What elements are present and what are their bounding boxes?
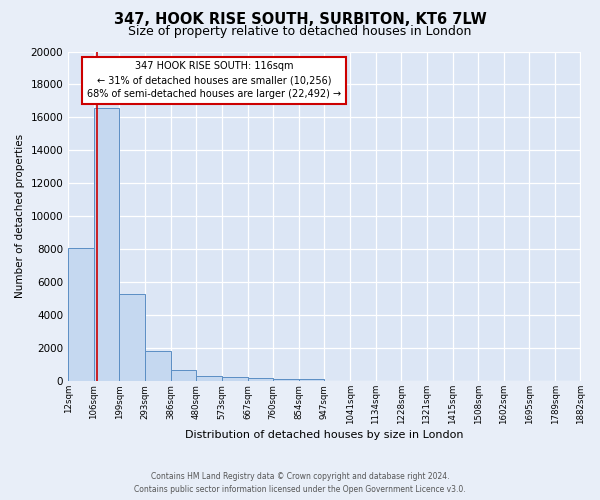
Bar [145,351,170,382]
Text: Contains HM Land Registry data © Crown copyright and database right 2024.
Contai: Contains HM Land Registry data © Crown c… [134,472,466,494]
Bar [222,378,248,382]
Text: 347 HOOK RISE SOUTH: 116sqm
← 31% of detached houses are smaller (10,256)
68% of: 347 HOOK RISE SOUTH: 116sqm ← 31% of det… [87,62,341,100]
Bar [94,108,119,382]
X-axis label: Distribution of detached houses by size in London: Distribution of detached houses by size … [185,430,464,440]
Bar [196,376,222,382]
Bar [299,379,325,382]
Bar [273,378,299,382]
Y-axis label: Number of detached properties: Number of detached properties [15,134,25,298]
Text: Size of property relative to detached houses in London: Size of property relative to detached ho… [128,25,472,38]
Bar [248,378,273,382]
Bar [68,248,94,382]
Bar [119,294,145,382]
Bar [170,370,196,382]
Text: 347, HOOK RISE SOUTH, SURBITON, KT6 7LW: 347, HOOK RISE SOUTH, SURBITON, KT6 7LW [113,12,487,28]
